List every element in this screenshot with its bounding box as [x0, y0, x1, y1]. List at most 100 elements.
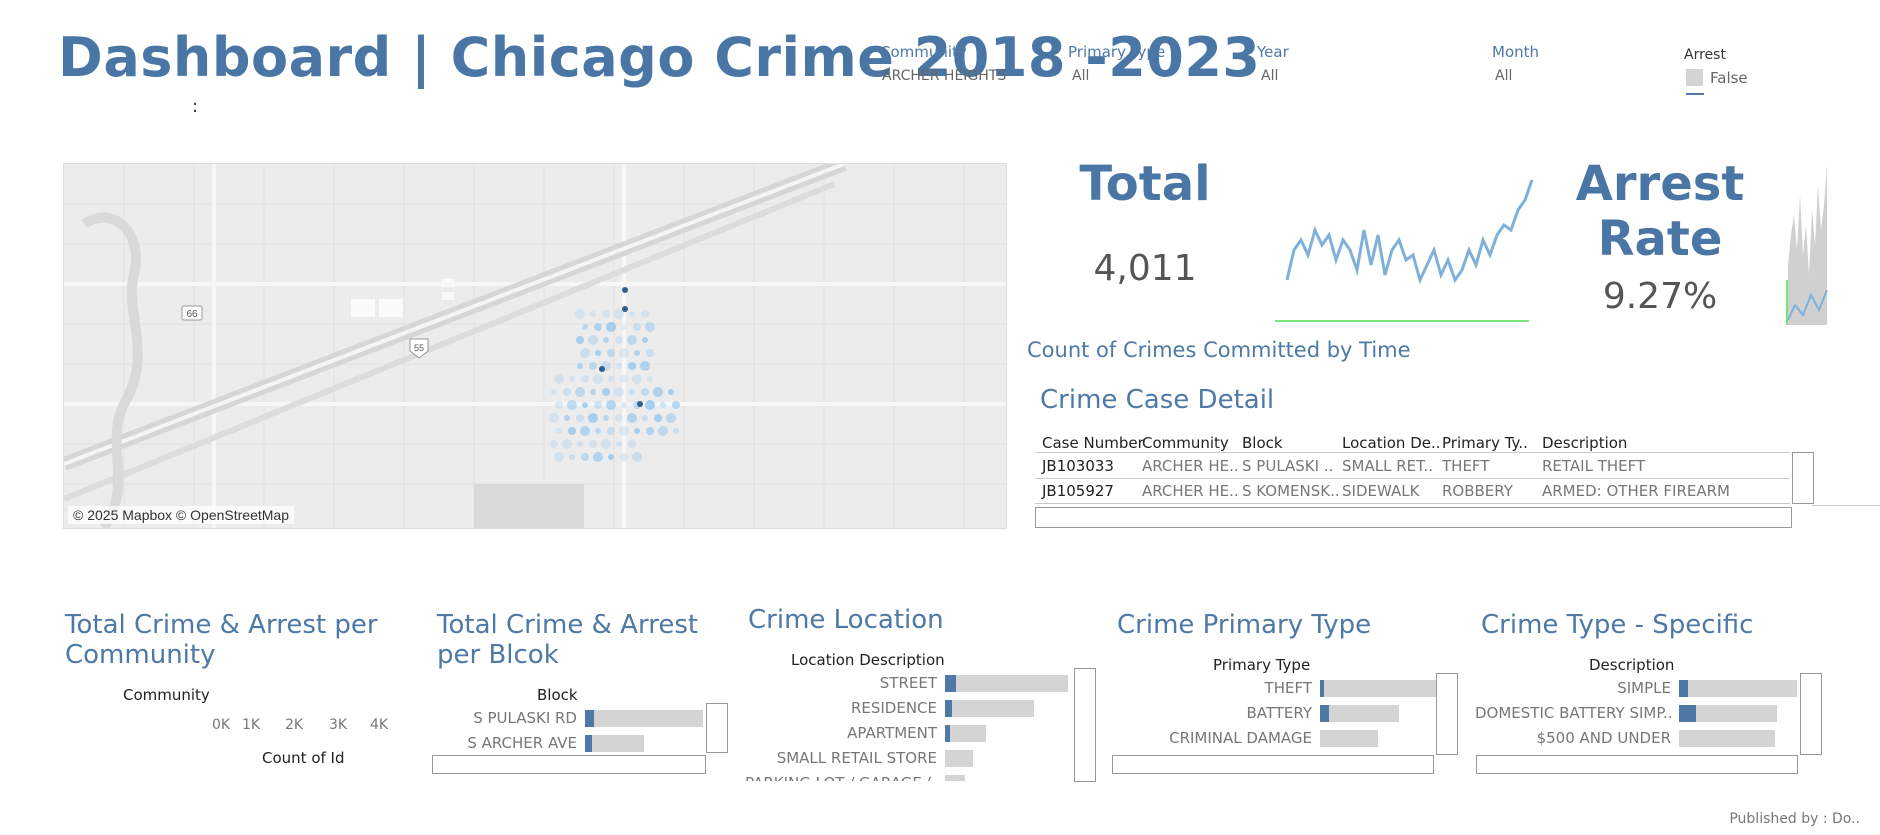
crime-dot[interactable]	[590, 311, 596, 317]
bar-total[interactable]	[1320, 680, 1438, 697]
bar-total[interactable]	[1679, 680, 1797, 697]
col-community[interactable]: Community	[1142, 434, 1229, 452]
crime-dot[interactable]	[594, 323, 602, 331]
crime-dot[interactable]	[641, 310, 649, 318]
crime-dot[interactable]	[634, 350, 640, 356]
crime-dot-dense[interactable]	[637, 401, 643, 407]
crime-dot[interactable]	[580, 426, 590, 436]
crime-dot[interactable]	[588, 413, 598, 423]
bar-row[interactable]: $500 AND UNDER	[1475, 728, 1800, 753]
bar-total[interactable]	[1679, 705, 1777, 722]
bar-total[interactable]	[1679, 730, 1775, 747]
crime-dot[interactable]	[614, 309, 624, 319]
crime-dot[interactable]	[645, 322, 655, 332]
bar-total[interactable]	[945, 775, 965, 781]
crime-dot[interactable]	[615, 414, 623, 422]
bar-arrest[interactable]	[1320, 705, 1329, 722]
crime-dot[interactable]	[646, 427, 654, 435]
crime-dot[interactable]	[580, 348, 590, 358]
crime-dot[interactable]	[577, 441, 583, 447]
table-vertical-scrollbar[interactable]	[1792, 452, 1814, 504]
crime-dot-dense[interactable]	[622, 287, 628, 293]
crime-dot[interactable]	[554, 452, 564, 462]
col-block[interactable]: Block	[1242, 434, 1283, 452]
arrest-false-swatch[interactable]	[1686, 69, 1703, 86]
crime-dot[interactable]	[628, 362, 636, 370]
crime-dot[interactable]	[632, 452, 642, 462]
map-attribution[interactable]: © 2025 Mapbox © OpenStreetMap	[68, 506, 294, 524]
bar-total[interactable]	[945, 725, 986, 742]
bar-arrest[interactable]	[945, 700, 952, 717]
crime-dot[interactable]	[588, 335, 598, 345]
crime-dot[interactable]	[645, 400, 655, 410]
bar-arrest[interactable]	[585, 710, 594, 727]
crime-dot[interactable]	[607, 427, 615, 435]
crime-dot[interactable]	[563, 388, 571, 396]
crime-dot[interactable]	[642, 415, 648, 421]
crime-dot[interactable]	[634, 428, 640, 434]
crime-dot[interactable]	[554, 374, 564, 384]
bar-row[interactable]: CRIMINAL DAMAGE	[1110, 728, 1435, 753]
crime-dot[interactable]	[567, 400, 577, 410]
bar-total[interactable]	[1320, 730, 1378, 747]
bar-row[interactable]: STREET	[745, 673, 1070, 698]
col-primary-type[interactable]: Primary Ty..	[1442, 434, 1528, 452]
bar-row[interactable]: SIMPLE	[1475, 678, 1800, 703]
bar-row[interactable]: PARKING LOT / GARAGE (..	[745, 773, 1070, 781]
crime-dot[interactable]	[594, 401, 602, 409]
crime-dot[interactable]	[595, 350, 601, 356]
crime-dot[interactable]	[632, 374, 642, 384]
crime-dot[interactable]	[628, 440, 636, 448]
crime-dot[interactable]	[576, 414, 584, 422]
crime-dot[interactable]	[658, 426, 668, 436]
crime-dot[interactable]	[595, 428, 601, 434]
bar-row[interactable]: RESIDENCE	[745, 698, 1070, 723]
crime-dot[interactable]	[672, 401, 680, 409]
arrest-mini-chart[interactable]	[1785, 155, 1829, 325]
crime-dot[interactable]	[602, 388, 610, 396]
crime-dot[interactable]	[593, 374, 603, 384]
crime-dot[interactable]	[668, 389, 674, 395]
crime-dot[interactable]	[620, 453, 628, 461]
crime-dot[interactable]	[606, 400, 616, 410]
crime-dot[interactable]	[660, 402, 666, 408]
specific-vertical-scrollbar[interactable]	[1800, 673, 1822, 755]
crime-dot[interactable]	[577, 363, 583, 369]
crime-dot[interactable]	[619, 426, 629, 436]
location-bar-chart[interactable]: STREET RESIDENCE APARTMENT SMALL RETAIL STO…	[745, 673, 1070, 781]
crime-dot[interactable]	[629, 389, 635, 395]
bar-row[interactable]: APARTMENT	[745, 723, 1070, 748]
crime-dot[interactable]	[627, 335, 637, 345]
crime-dot[interactable]	[581, 375, 589, 383]
block-bar-chart[interactable]: S PULASKI RD S ARCHER AVE	[432, 708, 704, 758]
crime-dot[interactable]	[556, 428, 562, 434]
primary-horizontal-scrollbar[interactable]	[1112, 755, 1434, 774]
crime-dot[interactable]	[621, 402, 627, 408]
bar-total[interactable]	[945, 675, 1068, 692]
bar-arrest[interactable]	[945, 675, 956, 692]
filter-community-select[interactable]: ARCHER HEIGHTS	[882, 68, 1007, 84]
crime-dot[interactable]	[619, 348, 629, 358]
crime-dot[interactable]	[606, 322, 616, 332]
crime-dot[interactable]	[575, 387, 585, 397]
bar-arrest[interactable]	[1679, 705, 1696, 722]
crime-dot[interactable]	[593, 452, 603, 462]
primary-vertical-scrollbar[interactable]	[1436, 673, 1458, 755]
filter-month-select[interactable]: All	[1495, 68, 1513, 84]
crime-map[interactable]: 66 55 © 2025 Mapbox © OpenStreetMap	[63, 163, 1007, 529]
crime-density-dots[interactable]	[549, 287, 680, 462]
crime-dot[interactable]	[629, 311, 635, 317]
crime-dot[interactable]	[603, 337, 609, 343]
crime-dot[interactable]	[551, 389, 557, 395]
crime-dot[interactable]	[615, 336, 623, 344]
crime-dot[interactable]	[627, 413, 637, 423]
filter-primary-type-select[interactable]: All	[1072, 68, 1090, 84]
crime-dot[interactable]	[640, 361, 650, 371]
crime-dot-dense[interactable]	[622, 306, 628, 312]
crime-dot[interactable]	[569, 454, 575, 460]
bar-arrest[interactable]	[945, 725, 950, 742]
crime-dot[interactable]	[621, 324, 627, 330]
crime-dot[interactable]	[575, 309, 585, 319]
block-vertical-scrollbar[interactable]	[706, 703, 728, 753]
primary-bar-chart[interactable]: THEFT BATTERY CRIMINAL DAMAGE	[1110, 678, 1438, 753]
